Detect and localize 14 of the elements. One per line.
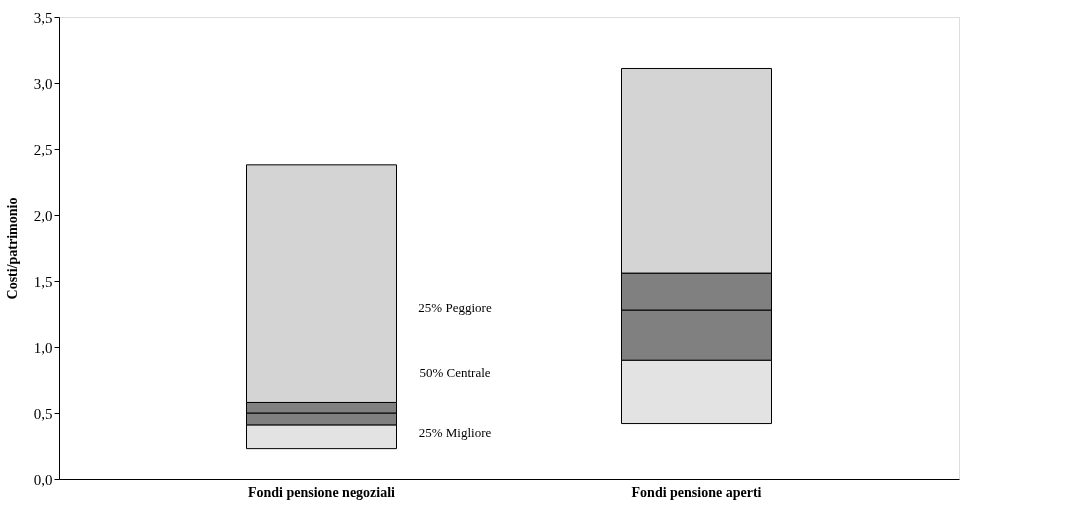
annotation: 25% Migliore: [418, 424, 492, 440]
y-tick-label: 2,5: [33, 141, 53, 158]
y-tick-label: 0,0: [33, 471, 53, 488]
y-axis-title: Costi/patrimonio: [4, 197, 20, 300]
x-tick-label: Fondi pensione negoziali: [247, 484, 396, 500]
y-tick-label: 3,0: [33, 75, 53, 92]
annotation: 25% Peggiore: [418, 300, 492, 316]
y-tick-label: 1,5: [33, 273, 53, 290]
y-tick-label: 0,5: [33, 405, 53, 422]
y-tick-label: 3,5: [33, 9, 53, 26]
x-tick-label: Fondi pensione aperti: [631, 484, 762, 500]
y-tick-label: 1,0: [33, 339, 53, 356]
annotation: 50% Centrale: [419, 364, 491, 380]
y-tick-label: 2,0: [33, 207, 53, 224]
